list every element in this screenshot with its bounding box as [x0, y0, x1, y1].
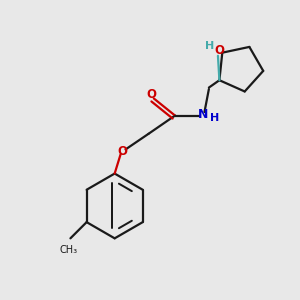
- Text: CH₃: CH₃: [59, 245, 77, 255]
- Text: H: H: [210, 113, 219, 124]
- Text: O: O: [214, 44, 224, 57]
- Text: H: H: [205, 41, 214, 51]
- Text: O: O: [146, 88, 157, 100]
- Text: N: N: [198, 108, 208, 121]
- Text: O: O: [117, 145, 127, 158]
